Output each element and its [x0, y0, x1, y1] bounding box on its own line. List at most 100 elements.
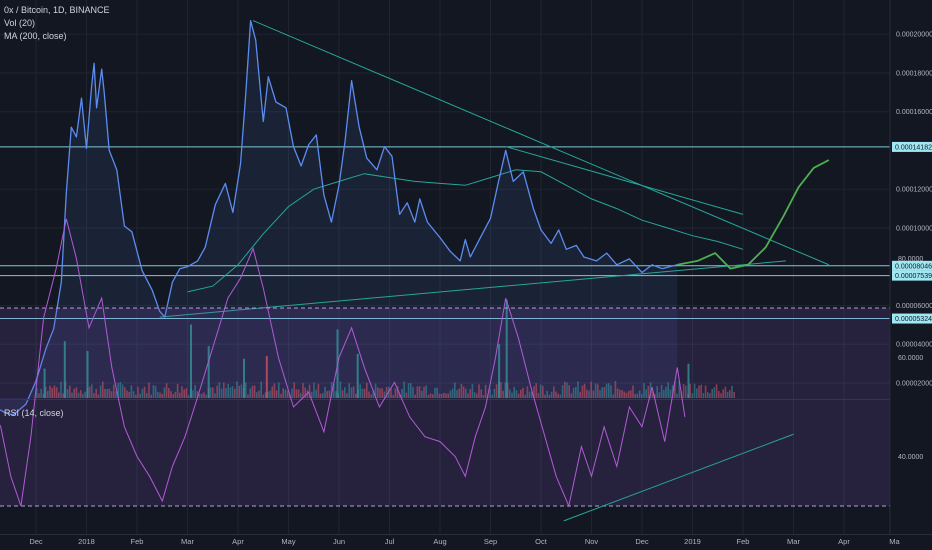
volume-bar [515, 390, 518, 398]
volume-bar [115, 391, 117, 398]
price-tick-label: 0.00002000 [896, 380, 932, 387]
volume-bar [139, 393, 141, 398]
volume-bar [163, 387, 166, 398]
volume-bar [654, 394, 656, 398]
volume-bar [333, 383, 335, 398]
volume-bar [346, 393, 348, 398]
volume-spike [505, 300, 508, 398]
volume-bar [597, 384, 599, 398]
volume-bar [614, 381, 617, 398]
date-tick-label: Sep [484, 537, 497, 546]
volume-bar [273, 383, 276, 398]
volume-legend: Vol (20) [4, 18, 36, 28]
volume-bar [621, 390, 623, 398]
volume-bar [95, 388, 97, 398]
volume-bar [713, 387, 716, 398]
volume-bar [385, 387, 388, 398]
volume-bar [724, 386, 727, 398]
volume-bar [454, 382, 456, 398]
volume-bar [359, 384, 361, 398]
volume-bar [469, 389, 471, 398]
volume-bar [73, 388, 75, 398]
volume-bar [159, 392, 161, 398]
volume-bar [671, 384, 674, 398]
volume-bar [443, 392, 445, 398]
volume-bar [146, 393, 148, 398]
volume-bar [302, 383, 304, 398]
volume-bar [678, 381, 680, 398]
volume-bar [425, 385, 427, 398]
volume-bar [429, 393, 432, 398]
volume-spike [43, 368, 46, 398]
volume-bar [458, 388, 460, 398]
volume-bar [124, 387, 126, 398]
volume-bar [214, 393, 216, 398]
volume-bar [143, 386, 146, 398]
volume-bar [478, 384, 480, 398]
price-badge [892, 313, 932, 324]
volume-bar [165, 383, 168, 398]
volume-bar [440, 393, 443, 398]
volume-bar [119, 382, 122, 398]
volume-bar [643, 383, 645, 398]
volume-bar [693, 383, 696, 398]
volume-bar [284, 389, 287, 398]
volume-spike [498, 344, 501, 398]
volume-bar [383, 391, 386, 398]
volume-bar [414, 394, 416, 398]
volume-bar [220, 388, 223, 398]
volume-bar [625, 392, 628, 398]
volume-bar [91, 384, 93, 398]
volume-bar [104, 388, 106, 398]
volume-bar [619, 389, 621, 398]
volume-bar [572, 387, 575, 398]
volume-bar [293, 382, 295, 398]
volume-spike [86, 351, 89, 398]
price-badge-label: 0.00005324 [895, 316, 932, 323]
volume-bar [638, 390, 641, 398]
volume-bar [49, 385, 51, 398]
volume-bar [183, 389, 185, 398]
volume-bar [601, 387, 603, 398]
volume-bar [610, 385, 612, 398]
date-tick-label: Dec [635, 537, 649, 546]
volume-bar [715, 384, 718, 398]
volume-bar [636, 393, 639, 398]
volume-bar [154, 385, 157, 398]
volume-bar [564, 381, 566, 398]
volume-bar [396, 386, 399, 398]
volume-bar [249, 388, 251, 398]
volume-bar [616, 388, 619, 398]
volume-bar [355, 393, 357, 398]
volume-bar [665, 386, 667, 398]
rsi-tick-label: 40.0000 [898, 454, 923, 461]
volume-bar [570, 393, 573, 398]
volume-bar [203, 392, 205, 398]
price-tick-label: 0.00016000 [896, 109, 932, 116]
price-badge-label: 0.00008046 [895, 263, 932, 270]
volume-bar [605, 383, 608, 398]
volume-bar [449, 390, 452, 398]
volume-bar [315, 389, 317, 398]
volume-bar [77, 392, 80, 398]
volume-bar [229, 387, 232, 398]
price-tick-label: 0.00010000 [896, 225, 932, 232]
volume-bar [258, 390, 260, 398]
volume-bar [491, 394, 493, 398]
volume-bar [511, 392, 513, 398]
volume-bar [121, 384, 124, 398]
volume-bar [513, 387, 515, 398]
volume-spike [63, 341, 66, 398]
volume-bar [438, 393, 441, 398]
volume-bar [634, 394, 636, 398]
volume-bar [394, 388, 397, 398]
volume-bar [392, 395, 394, 398]
date-tick-label: Mar [181, 537, 194, 546]
volume-bar [586, 389, 588, 398]
volume-bar [674, 381, 676, 398]
volume-bar [313, 382, 315, 398]
volume-spike [687, 363, 690, 398]
volume-bar [608, 383, 610, 398]
